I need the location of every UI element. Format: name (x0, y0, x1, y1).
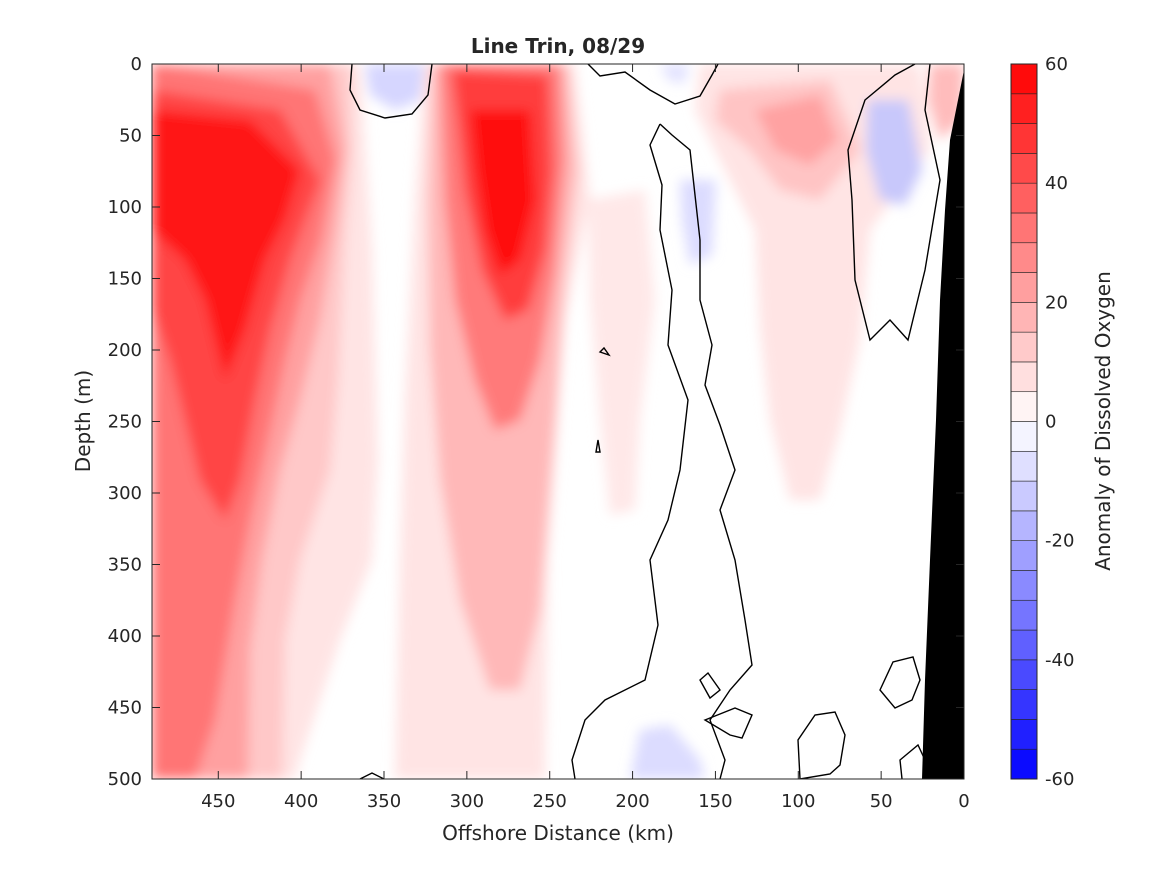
colorbar-bin (1010, 599, 1038, 631)
chart-title: Line Trin, 08/29 (471, 34, 645, 58)
colorbar-tick-label: 0 (1045, 412, 1056, 433)
contour-fill-negative-deep (630, 725, 705, 779)
colorbar-tick-label: 60 (1045, 54, 1068, 75)
x-tick-label: 50 (870, 791, 893, 812)
contour-fill-offshore-50 (152, 110, 300, 380)
contour-fill-mid-55 (470, 110, 535, 275)
zero-contours (349, 64, 941, 779)
x-axis-label: Offshore Distance (km) (442, 821, 674, 845)
colorbar-bin (1010, 153, 1038, 184)
colorbar-bin (1010, 719, 1038, 750)
contour-fill-inner-5 (588, 190, 655, 515)
colorbar-bin (1010, 63, 1038, 95)
colorbar-bin (1010, 302, 1038, 333)
x-tick-label: 100 (781, 791, 815, 812)
colorbar-bin (1010, 629, 1038, 661)
contour-fill-nearshore-5 (695, 64, 930, 500)
y-tick-label: 0 (131, 54, 142, 75)
colorbar-tick-label: 20 (1045, 292, 1068, 313)
y-tick-label: 150 (108, 269, 142, 290)
zero-contour-coastal-edge (899, 743, 926, 779)
colorbar-bin (1010, 421, 1038, 452)
colorbar-bin (1010, 272, 1038, 303)
zero-contour-deep-loop-3 (699, 671, 721, 700)
colorbar-frame (1010, 63, 1038, 780)
colorbar-tick-label: 40 (1045, 173, 1068, 194)
y-tick-label: 400 (108, 626, 142, 647)
colorbar-tick-label: -20 (1045, 531, 1074, 552)
x-axis: 450 400 350 300 250 200 150 100 50 0 (201, 64, 970, 812)
x-tick-label: 200 (615, 791, 649, 812)
colorbar-bin (1010, 510, 1038, 541)
colorbar-bin (1010, 689, 1038, 720)
colorbar-bin (1010, 450, 1038, 482)
y-axis: 0 50 100 150 200 250 300 350 400 450 500 (108, 54, 964, 790)
zero-contour-meander-b (659, 123, 753, 779)
y-axis-label: Depth (m) (71, 370, 95, 472)
contour-fill-negative-surface (365, 64, 425, 110)
colorbar-bin (1010, 212, 1038, 244)
zero-contour-deep-loop-4 (703, 707, 753, 739)
colorbar-label: Anomaly of Dissolved Oxygen (1091, 271, 1115, 571)
zero-contour-nearshore-loop (847, 64, 941, 342)
y-tick-label: 500 (108, 769, 142, 790)
y-tick-label: 50 (119, 126, 142, 147)
zero-contour-bottom-small (359, 772, 385, 779)
x-tick-label: 150 (698, 791, 732, 812)
y-tick-label: 350 (108, 555, 142, 576)
zero-contour-tiny-2 (595, 439, 601, 453)
x-tick-label: 400 (284, 791, 318, 812)
colorbar-bin (1010, 659, 1038, 690)
x-tick-label: 350 (367, 791, 401, 812)
colorbar-bin (1010, 391, 1038, 422)
contour-fill-nearshore-25 (755, 95, 838, 165)
colorbar-bin (1010, 570, 1038, 601)
x-tick-label: 300 (450, 791, 484, 812)
colorbar-bin (1010, 331, 1038, 363)
colorbar: 60 40 20 0 -20 -40 -60 (1010, 54, 1074, 790)
colorbar-bin (1010, 93, 1038, 124)
y-tick-label: 250 (108, 412, 142, 433)
zero-contour-tiny-1 (598, 346, 611, 357)
y-tick-label: 300 (108, 483, 142, 504)
zero-contour-inner-west (587, 64, 719, 105)
y-tick-label: 100 (108, 197, 142, 218)
colorbar-bin (1010, 242, 1038, 273)
contour-fill-negative-nearshore (866, 100, 922, 205)
bathymetry-mask (922, 70, 964, 779)
colorbar-bin (1010, 480, 1038, 512)
contour-fill-negative-small (660, 64, 690, 84)
x-tick-label: 0 (958, 791, 969, 812)
zero-contour-meander-a (571, 123, 689, 779)
zero-contour-deep-loop-1 (797, 711, 846, 779)
colorbar-bin (1010, 748, 1038, 780)
y-tick-label: 200 (108, 340, 142, 361)
y-tick-label: 450 (108, 698, 142, 719)
colorbar-tick-label: -60 (1045, 769, 1074, 790)
anomaly-field (152, 64, 964, 779)
x-tick-label: 250 (533, 791, 567, 812)
colorbar-bin (1010, 123, 1038, 154)
colorbar-bin (1010, 540, 1038, 571)
zero-contour-deep-loop-2 (879, 656, 921, 709)
colorbar-tick-label: -40 (1045, 650, 1074, 671)
x-tick-label: 450 (201, 791, 235, 812)
colorbar-bin (1010, 182, 1038, 214)
colorbar-bin (1010, 361, 1038, 393)
zero-contour-surface-loop (349, 64, 433, 119)
